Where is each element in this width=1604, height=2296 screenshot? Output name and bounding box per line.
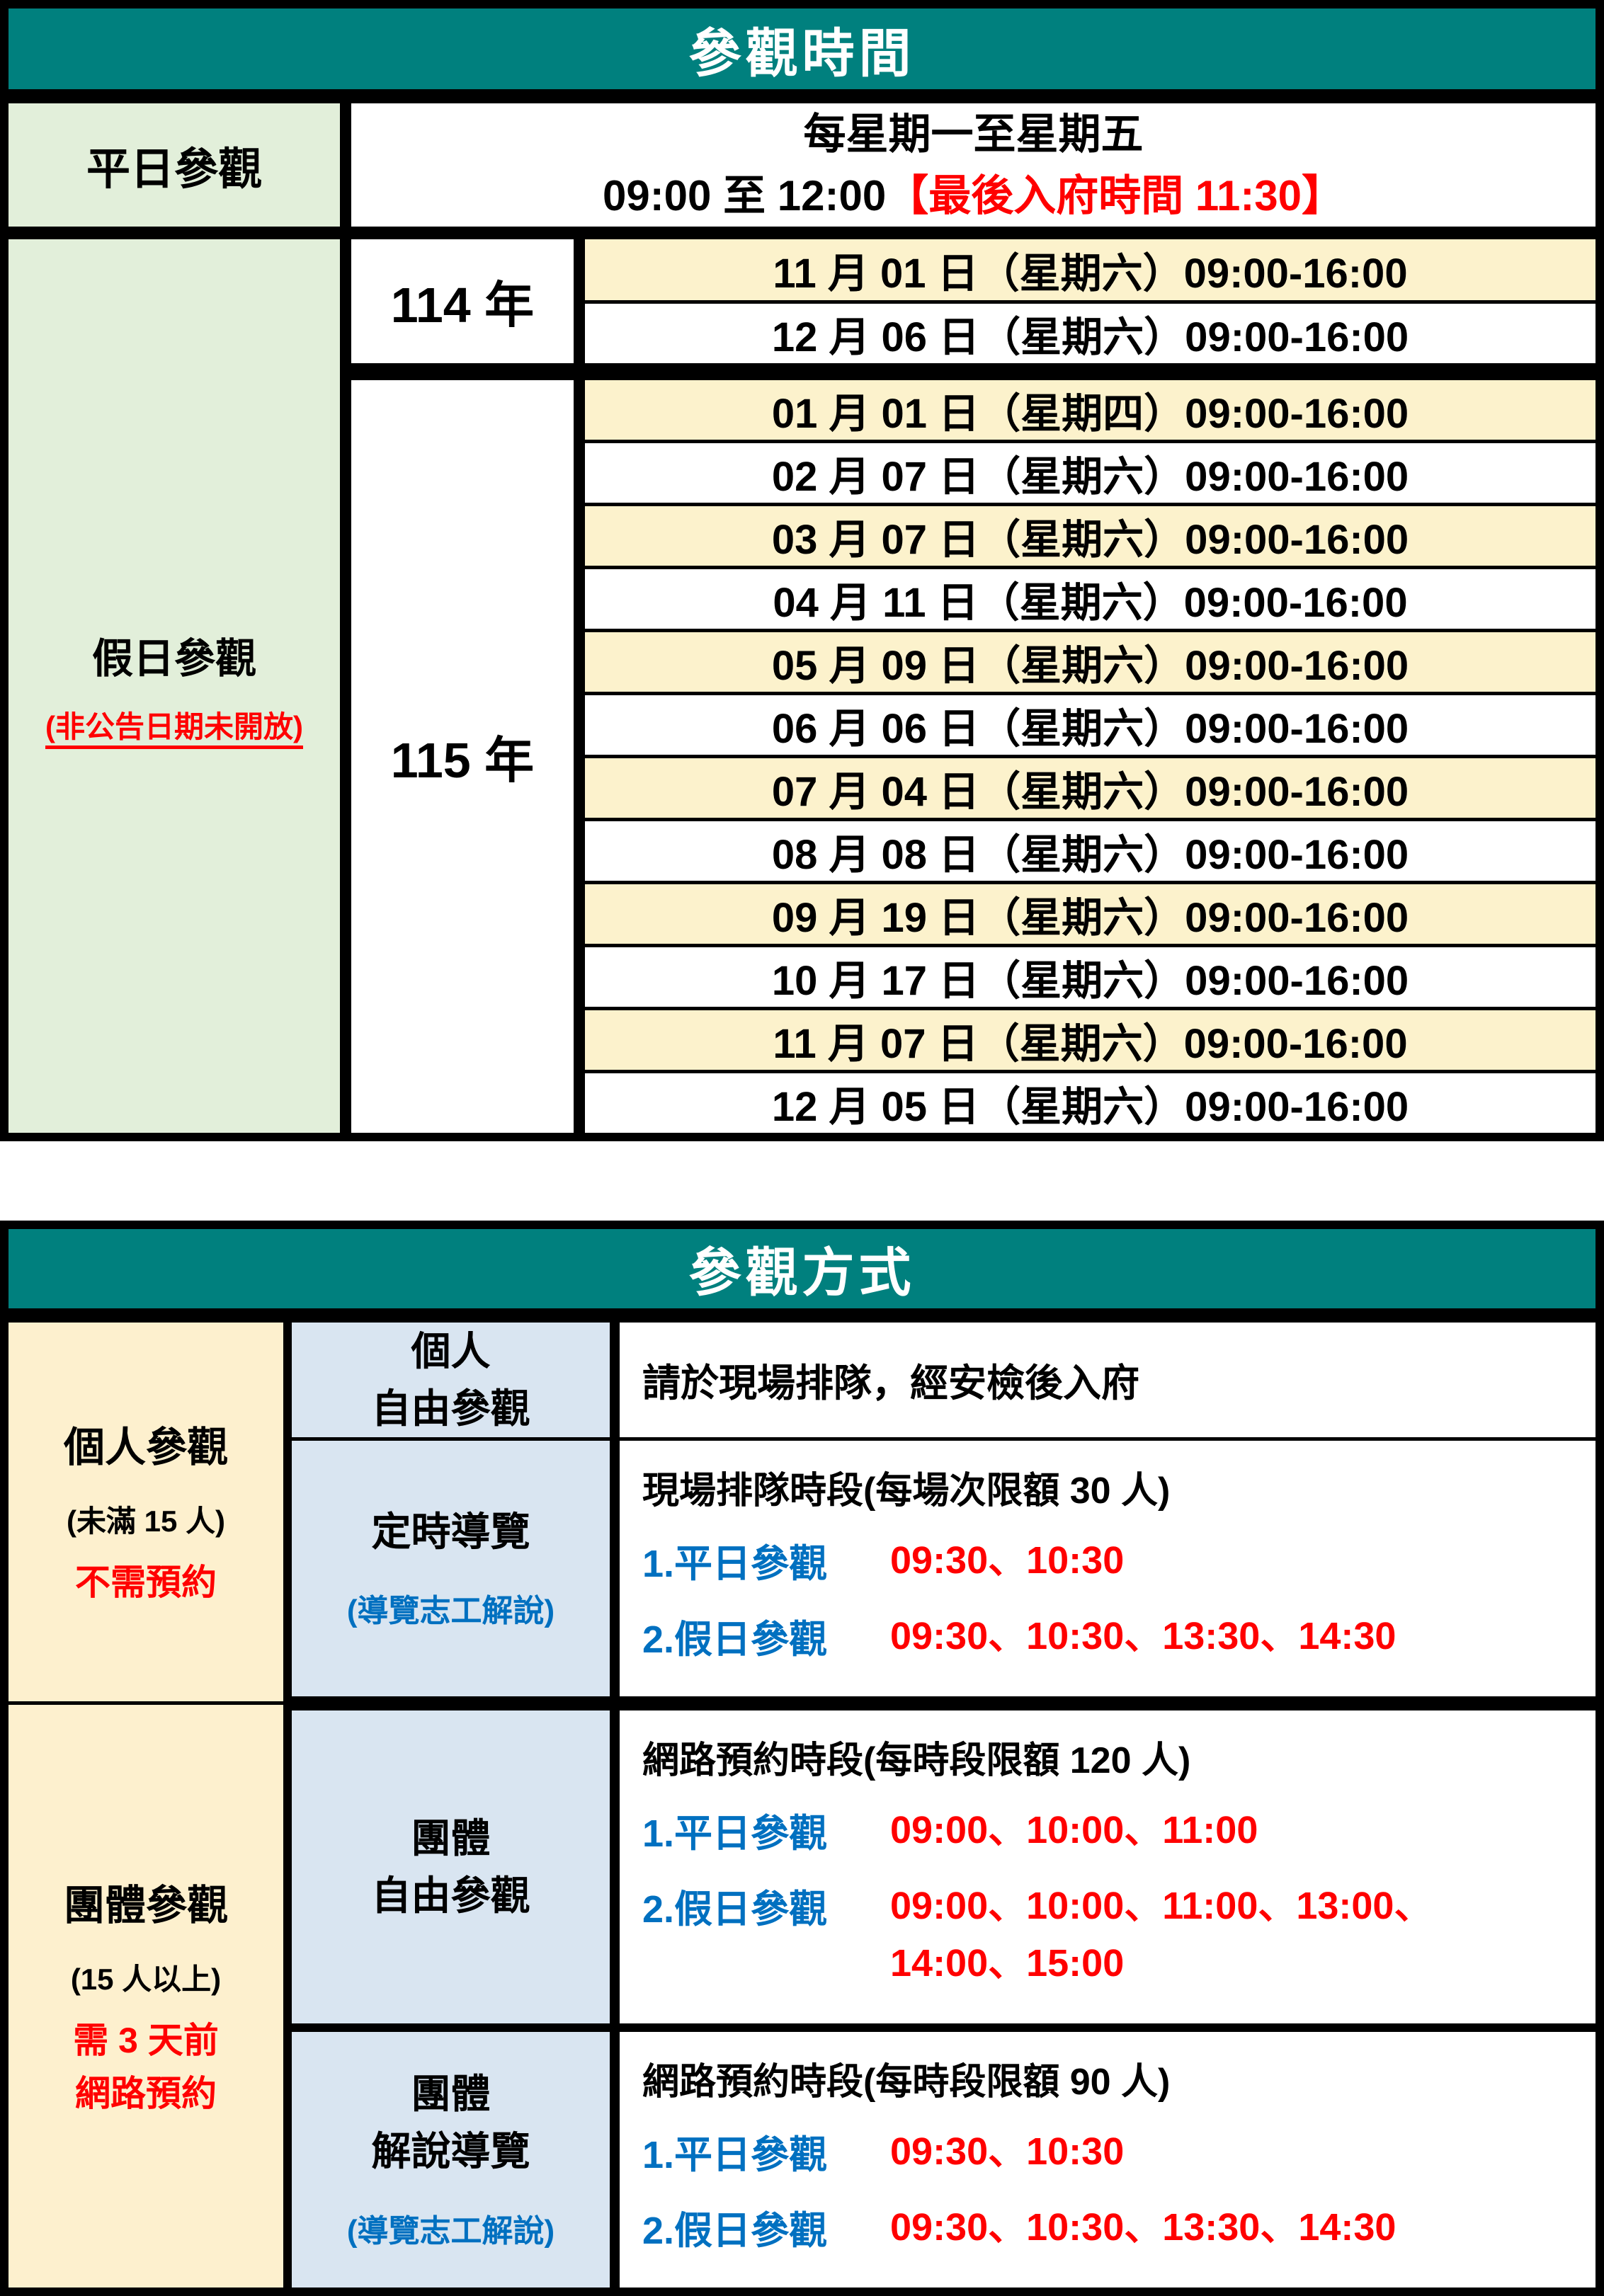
- schedule-heading: 網路預約時段(每時段限額 90 人): [642, 2061, 1171, 2103]
- group-note-line1: 需 3 天前: [73, 2021, 219, 2061]
- weekday-days: 每星期一至星期五: [803, 110, 1144, 158]
- schedule-heading: 網路預約時段(每時段限額 120 人): [642, 1740, 1191, 1781]
- group-guided-tour-type: 團體 解說導覽 (導覽志工解說): [288, 2027, 620, 2292]
- schedule-line: 1.平日參觀 09:30、10:30: [642, 1532, 1588, 1589]
- group-visit-label: 團體參觀: [63, 1883, 228, 1929]
- group-guided-sub: (導覽志工解說): [346, 2213, 555, 2249]
- holiday-item-times: 09:30、10:30、13:30、14:30: [890, 2205, 1397, 2249]
- holiday-item-times: 09:00、10:00、11:00、13:00、 14:00、15:00: [890, 1878, 1588, 1992]
- holiday-date-cell: 03 月 07 日（星期六）09:00-16:00: [579, 502, 1600, 569]
- weekday-item-label: 1.平日參觀: [642, 1812, 828, 1855]
- weekday-visit-label: 平日參觀: [4, 96, 351, 239]
- holiday-times-line1: 09:00、10:00、11:00、13:00、: [890, 1884, 1433, 1927]
- schedule-line: 1.平日參觀 09:30、10:30: [642, 2123, 1588, 2181]
- holiday-date-cell: 10 月 17 日（星期六）09:00-16:00: [579, 943, 1600, 1010]
- holiday-item-label: 2.假日參觀: [642, 1618, 828, 1661]
- holiday-date-cell: 12 月 05 日（星期六）09:00-16:00: [579, 1069, 1600, 1138]
- individual-free-visit-type: 個人 自由參觀: [288, 1315, 620, 1441]
- holiday-date-cell: 12 月 06 日（星期六）09:00-16:00: [579, 299, 1600, 373]
- group-free-line2: 自由參觀: [371, 1873, 530, 1918]
- individual-no-reservation-note: 不需預約: [75, 1563, 217, 1603]
- scheduled-tour-schedule: 現場排隊時段(每場次限額 30 人) 1.平日參觀 09:30、10:30 2.…: [615, 1439, 1600, 1710]
- group-free-visit-type: 團體 自由參觀: [288, 1703, 620, 2032]
- individual-free-line1: 個人: [411, 1328, 491, 1373]
- individual-free-visit-desc: 請於現場排隊，經安檢後入府: [615, 1315, 1600, 1441]
- holiday-visit-label: 假日參觀 (非公告日期未開放): [4, 233, 351, 1137]
- holiday-date-cell: 09 月 19 日（星期六）09:00-16:00: [579, 880, 1600, 947]
- holiday-item-label: 2.假日參觀: [642, 1887, 828, 1931]
- holiday-date-cell: 11 月 07 日（星期六）09:00-16:00: [579, 1006, 1600, 1073]
- holiday-item-times: 09:30、10:30、13:30、14:30: [890, 1614, 1397, 1657]
- group-visit-category: 團體參觀 (15 人以上) 需 3 天前 網路預約: [4, 1703, 292, 2296]
- year-114-label: 114 年: [346, 233, 585, 372]
- individual-free-line2: 自由參觀: [371, 1386, 530, 1431]
- group-free-schedule: 網路預約時段(每時段限額 120 人) 1.平日參觀 09:00、10:00、1…: [615, 1703, 1600, 2032]
- table-separator-gap: [0, 1141, 1604, 1221]
- group-guided-line1: 團體: [411, 2072, 491, 2117]
- group-guided-schedule: 網路預約時段(每時段限額 90 人) 1.平日參觀 09:30、10:30 2.…: [615, 2027, 1600, 2292]
- holiday-date-cell: 05 月 09 日（星期六）09:00-16:00: [579, 628, 1600, 695]
- schedule-heading: 現場排隊時段(每場次限額 30 人): [642, 1470, 1171, 1512]
- group-reservation-note: 需 3 天前 網路預約: [8, 2014, 279, 2120]
- weekday-item-times: 09:30、10:30: [890, 1538, 1125, 1582]
- year-115-label: 115 年: [346, 362, 585, 1137]
- weekday-last-entry-note: 【最後入府時間 11:30】: [886, 172, 1345, 219]
- weekday-item-times: 09:30、10:30: [890, 2130, 1125, 2173]
- weekday-time: 09:00 至 12:00: [602, 172, 887, 219]
- scheduled-tour-sub: (導覽志工解說): [346, 1594, 555, 1629]
- weekday-item-label: 1.平日參觀: [642, 2133, 828, 2176]
- holiday-date-cell: 01 月 01 日（星期四）09:00-16:00: [579, 362, 1600, 443]
- holiday-times-line2: 14:00、15:00: [890, 1941, 1125, 1984]
- holiday-date-cell: 08 月 08 日（星期六）09:00-16:00: [579, 817, 1600, 884]
- holiday-item-label: 2.假日參觀: [642, 2209, 828, 2252]
- visiting-methods-title: 參觀方式: [4, 1224, 1600, 1323]
- group-guided-line2: 解說導覽: [371, 2129, 530, 2174]
- holiday-date-cell: 02 月 07 日（星期六）09:00-16:00: [579, 439, 1600, 506]
- visiting-hours-title: 參觀時間: [4, 4, 1600, 103]
- group-free-line1: 團體: [411, 1815, 491, 1861]
- weekday-item-label: 1.平日參觀: [642, 1542, 828, 1585]
- schedule-line: 2.假日參觀 09:00、10:00、11:00、13:00、 14:00、15…: [642, 1878, 1588, 1992]
- visiting-methods-table: 參觀方式 個人參觀 (未滿 15 人) 不需預約 個人 自由參觀 請於現場排隊，…: [0, 1220, 1604, 2296]
- individual-visit-category: 個人參觀 (未滿 15 人) 不需預約: [4, 1315, 292, 1706]
- individual-visit-label: 個人參觀: [63, 1424, 228, 1471]
- holiday-date-cell: 07 月 04 日（星期六）09:00-16:00: [579, 754, 1600, 821]
- weekday-item-times: 09:00、10:00、11:00: [890, 1808, 1258, 1851]
- holiday-date-cell: 06 月 06 日（星期六）09:00-16:00: [579, 691, 1600, 758]
- group-visit-size: (15 人以上): [70, 1963, 222, 1997]
- individual-visit-size: (未滿 15 人): [66, 1504, 226, 1538]
- schedule-line: 2.假日參觀 09:30、10:30、13:30、14:30: [642, 1608, 1588, 1665]
- visiting-hours-table: 參觀時間 平日參觀 每星期一至星期五 09:00 至 12:00【最後入府時間 …: [0, 0, 1604, 1141]
- scheduled-tour-label: 定時導覽: [371, 1509, 530, 1554]
- schedule-line: 1.平日參觀 09:00、10:00、11:00: [642, 1802, 1588, 1859]
- scheduled-tour-type: 定時導覽 (導覽志工解說): [288, 1439, 620, 1710]
- schedule-line: 2.假日參觀 09:30、10:30、13:30、14:30: [642, 2199, 1588, 2256]
- holiday-visit-title: 假日參觀: [91, 636, 256, 682]
- holiday-date-cell: 04 月 11 日（星期六）09:00-16:00: [579, 565, 1600, 632]
- holiday-visit-note: (非公告日期未開放): [45, 710, 303, 744]
- group-note-line2: 網路預約: [75, 2074, 217, 2114]
- weekday-visit-info: 每星期一至星期五 09:00 至 12:00【最後入府時間 11:30】: [346, 96, 1600, 239]
- holiday-date-cell: 11 月 01 日（星期六）09:00-16:00: [579, 231, 1600, 304]
